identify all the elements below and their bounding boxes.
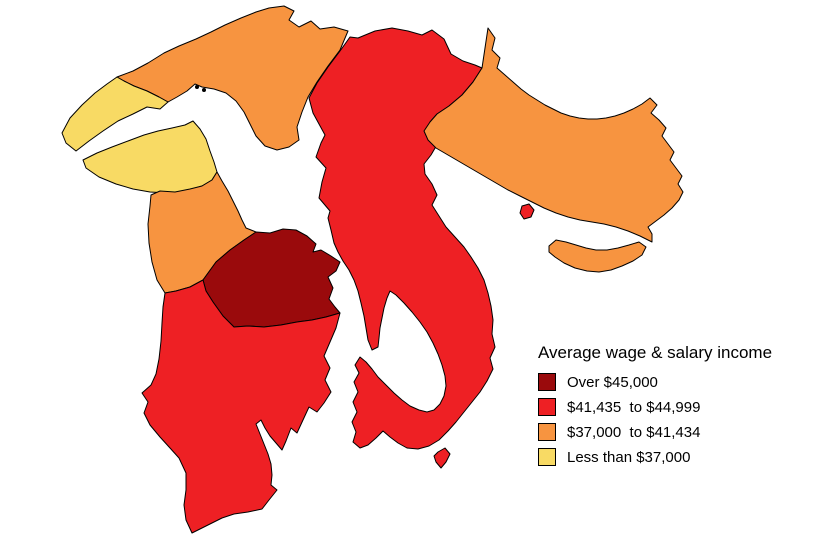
- map-region-northwest-upper: [61, 76, 169, 152]
- map-region-small-island-south: [433, 447, 451, 469]
- map-region-central-east: [308, 27, 496, 450]
- legend: Average wage & salary income Over $45,00…: [538, 343, 823, 473]
- map-region-far-east: [423, 27, 684, 243]
- legend-swatch-less-37000: [538, 448, 556, 466]
- legend-row-37000-41434: $37,000 to $41,434: [538, 423, 823, 441]
- legend-swatch-over-45000: [538, 373, 556, 391]
- legend-row-over-45000: Over $45,000: [538, 373, 823, 391]
- legend-label-over-45000: Over $45,000: [567, 373, 658, 391]
- legend-swatch-41435-44999: [538, 398, 556, 416]
- map-region-southwest: [141, 279, 341, 534]
- map-region-small-islet-east: [519, 203, 535, 220]
- map-region-far-east-peninsula: [548, 239, 647, 273]
- map-region-northwest-lower: [82, 120, 218, 194]
- town-marker-dots: [195, 85, 206, 92]
- legend-label-41435-44999: $41,435 to $44,999: [567, 398, 701, 416]
- legend-swatch-37000-41434: [538, 423, 556, 441]
- legend-row-41435-44999: $41,435 to $44,999: [538, 398, 823, 416]
- legend-title: Average wage & salary income: [538, 343, 773, 362]
- legend-label-less-37000: Less than $37,000: [567, 448, 691, 466]
- legend-label-37000-41434: $37,000 to $41,434: [567, 423, 701, 441]
- legend-row-less-37000: Less than $37,000: [538, 448, 823, 466]
- map-region-north-band: [116, 5, 349, 151]
